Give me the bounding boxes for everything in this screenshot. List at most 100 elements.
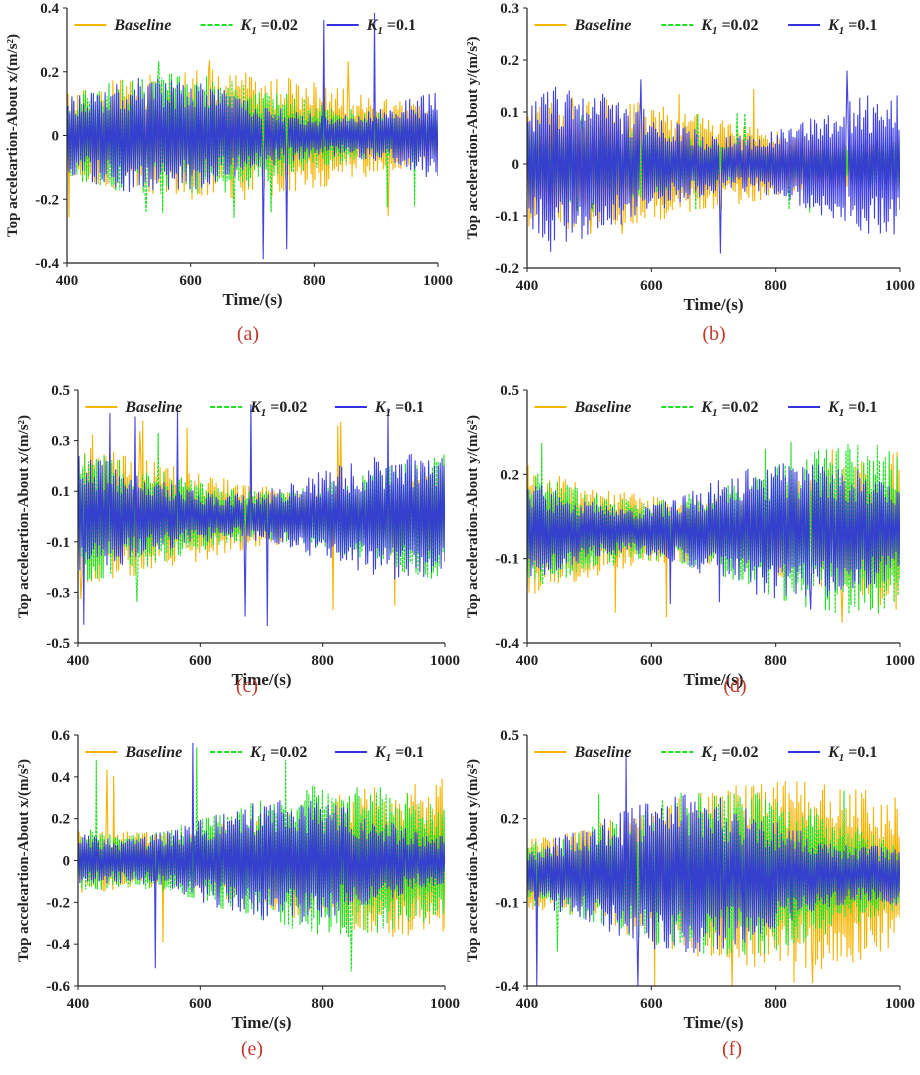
legend-label-baseline: Baseline <box>573 399 631 416</box>
x-tick-label: 1000 <box>885 996 915 1012</box>
legend-label-k002: K1 =0.02 <box>700 399 758 419</box>
legend-value: =0.02 <box>717 744 758 761</box>
x-tick-label: 1000 <box>885 278 915 294</box>
legend-value: =0.1 <box>391 744 424 761</box>
panel-caption: (d) <box>723 675 746 697</box>
y-tick-label: -0.4 <box>46 937 70 953</box>
legend-label-k01: K1 =0.1 <box>827 17 877 37</box>
legend-subscript: 1 <box>839 25 845 37</box>
panel-caption: (f) <box>722 1038 742 1060</box>
y-tick-label: 0.3 <box>500 1 519 17</box>
x-tick-label: 400 <box>516 278 539 294</box>
y-tick-label: -0.5 <box>46 636 70 652</box>
legend-symbol: K <box>240 17 253 34</box>
y-tick-label: -0.4 <box>495 636 519 652</box>
x-tick-label: 800 <box>764 278 787 294</box>
series-line-k01 <box>78 742 445 969</box>
y-tick-label: -0.6 <box>46 979 70 995</box>
legend-subscript: 1 <box>712 25 718 37</box>
y-axis-label: Top acceleartion-About x/(m/s²) <box>16 415 32 618</box>
legend-label-k01: K1 =0.1 <box>827 744 877 764</box>
legend-label-k01: K1 =0.1 <box>374 399 424 419</box>
y-tick-label: -0.4 <box>35 256 59 272</box>
legend-value: =0.02 <box>717 17 758 34</box>
x-tick-label: 400 <box>56 273 79 289</box>
x-tick-label: 1000 <box>423 273 453 289</box>
y-tick-label: 0 <box>512 157 520 173</box>
legend-symbol: K <box>366 17 379 34</box>
y-tick-label: 0.3 <box>51 434 70 450</box>
legend-subscript: 1 <box>839 752 845 764</box>
legend-value: =0.1 <box>391 399 424 416</box>
y-tick-label: -0.1 <box>495 895 519 911</box>
legend-symbol: K <box>827 17 840 34</box>
y-tick-label: 0.2 <box>51 812 70 828</box>
x-tick-label: 800 <box>311 653 334 669</box>
x-axis-label: Time/(s) <box>231 1013 291 1032</box>
y-tick-label: 0.6 <box>51 728 70 744</box>
chart-panel-b: -0.2 -0.1 0 0.1 0.2 0.3 400 600 800 1000 Time/(s) T… <box>465 1 915 345</box>
x-tick-label: 1000 <box>430 996 460 1012</box>
legend-subscript: 1 <box>251 25 257 37</box>
legend-symbol: K <box>249 744 262 761</box>
y-tick-label: -0.2 <box>46 895 70 911</box>
y-tick-label: -0.2 <box>35 192 59 208</box>
x-tick-label: 800 <box>764 653 787 669</box>
y-tick-label: 0.1 <box>51 484 70 500</box>
y-tick-label: 0.5 <box>51 383 70 399</box>
legend-value: =0.02 <box>257 17 298 34</box>
legend-label-k002: K1 =0.02 <box>700 744 758 764</box>
y-tick-label: 0.1 <box>500 105 519 121</box>
x-tick-label: 600 <box>640 996 663 1012</box>
legend-subscript: 1 <box>261 752 267 764</box>
series-line-k01 <box>78 404 445 627</box>
legend-subscript: 1 <box>377 25 383 37</box>
y-axis-label: Top acceleartion-About x/(m/s²) <box>5 34 21 237</box>
legend-subscript: 1 <box>261 407 267 419</box>
chart-panel-d: -0.4 -0.1 0.2 0.5 400 600 800 1000 Time/(s) Top a… <box>465 383 915 697</box>
y-tick-label: 0 <box>52 129 60 145</box>
x-tick-label: 1000 <box>430 653 460 669</box>
y-axis-label: Top acceleration-About y/(m/s²) <box>465 415 481 618</box>
y-axis-label: Top acceleartion-About x/(m/s²) <box>16 759 32 962</box>
legend-label-k01: K1 =0.1 <box>366 17 416 37</box>
x-tick-label: 600 <box>640 653 663 669</box>
legend-symbol: K <box>700 17 713 34</box>
y-tick-label: 0.5 <box>500 728 519 744</box>
legend-symbol: K <box>700 399 713 416</box>
y-axis-label: Top acceleration-About y/(m/s²) <box>465 36 481 239</box>
series-line-k01 <box>527 70 900 254</box>
x-tick-label: 600 <box>189 653 212 669</box>
y-tick-label: -0.1 <box>46 535 70 551</box>
legend-value: =0.02 <box>266 399 307 416</box>
x-tick-label: 800 <box>311 996 334 1012</box>
x-axis-label: Time/(s) <box>683 1013 743 1032</box>
legend-value: =0.1 <box>844 17 877 34</box>
x-axis-label: Time/(s) <box>222 290 282 309</box>
chart-panel-e: -0.6 -0.4 -0.2 0 0.2 0.4 0.6 400 600 800 1000 Time/… <box>16 728 460 1060</box>
x-axis-label: Time/(s) <box>231 670 291 689</box>
legend-symbol: K <box>374 399 387 416</box>
legend-value: =0.02 <box>266 744 307 761</box>
legend-value: =0.1 <box>383 17 416 34</box>
panel-caption: (b) <box>702 323 725 345</box>
x-tick-label: 600 <box>640 278 663 294</box>
x-tick-label: 600 <box>189 996 212 1012</box>
series-line-k01 <box>527 463 900 610</box>
x-axis-label: Time/(s) <box>683 670 743 689</box>
x-tick-label: 400 <box>516 996 539 1012</box>
x-axis-label: Time/(s) <box>683 295 743 314</box>
y-tick-label: 0.5 <box>500 383 519 399</box>
series-line-k01 <box>527 756 900 986</box>
chart-panel-f: -0.4 -0.1 0.2 0.5 400 600 800 1000 Time/(s) Top a… <box>465 728 915 1060</box>
panel-caption: (e) <box>241 1038 263 1060</box>
y-tick-label: 0.2 <box>500 812 519 828</box>
y-tick-label: 0.2 <box>40 65 59 81</box>
y-tick-label: -0.2 <box>495 261 519 277</box>
legend-value: =0.1 <box>844 744 877 761</box>
legend-label-baseline: Baseline <box>573 17 631 34</box>
y-tick-label: 0.4 <box>51 770 70 786</box>
chart-panel-a: -0.4 -0.2 0 0.2 0.4 400 600 800 1000 Time/(s) Top … <box>5 1 453 345</box>
legend-symbol: K <box>827 744 840 761</box>
